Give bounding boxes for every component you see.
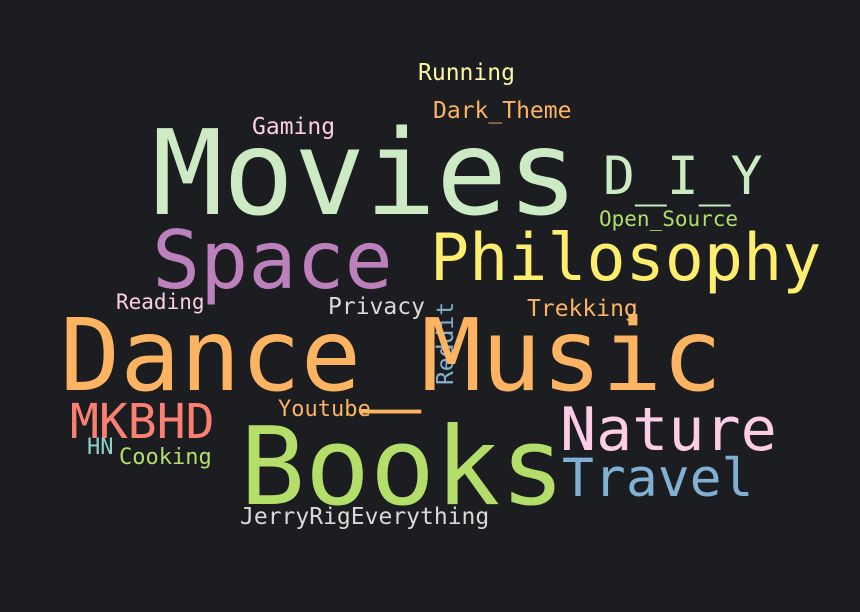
word-dance-music: Dance_Music [60, 297, 723, 414]
word-travel: Travel [562, 448, 754, 509]
word-running: Running [418, 60, 515, 86]
word-diy: D_I_Y [603, 146, 763, 207]
word-movies: Movies [152, 104, 579, 242]
word-hn: HN [87, 435, 114, 460]
word-philosophy: Philosophy [430, 221, 822, 296]
word-dark-theme: Dark_Theme [433, 98, 572, 124]
word-space: Space [152, 214, 393, 307]
word-gaming: Gaming [252, 114, 336, 140]
word-privacy: Privacy [328, 294, 425, 320]
word-cooking: Cooking [119, 445, 212, 470]
word-open-source: Open_Source [599, 207, 739, 231]
word-books: Books [240, 405, 566, 530]
word-reading: Reading [116, 290, 205, 314]
word-trekking: Trekking [527, 296, 638, 322]
word-jerryrigeverything: JerryRigEverything [240, 504, 490, 530]
word-youtube: Youtube [278, 397, 371, 422]
word-nature: Nature [560, 395, 777, 465]
word-mkbhd: MKBHD [70, 394, 215, 450]
